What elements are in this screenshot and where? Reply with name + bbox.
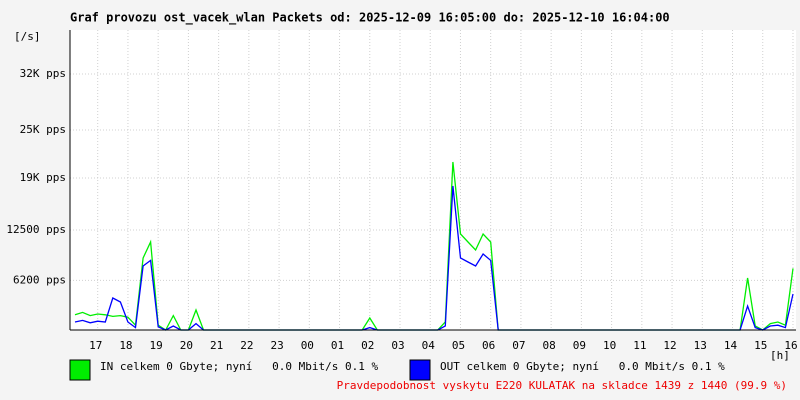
x-tick-label: 22 bbox=[240, 339, 253, 352]
legend-label: OUT celkem 0 Gbyte; nyní 0.0 Mbit/s 0.1 … bbox=[440, 360, 725, 373]
plot-area bbox=[70, 30, 796, 330]
x-tick-label: 01 bbox=[331, 339, 344, 352]
x-tick-label: 18 bbox=[119, 339, 132, 352]
x-tick-label: 15 bbox=[754, 339, 767, 352]
x-tick-label: 14 bbox=[724, 339, 738, 352]
x-tick-label: 12 bbox=[663, 339, 676, 352]
x-tick-label: 17 bbox=[89, 339, 102, 352]
x-tick-label: 16 bbox=[784, 339, 797, 352]
legend-swatch bbox=[69, 359, 91, 381]
x-tick-label: 06 bbox=[482, 339, 495, 352]
x-tick-label: 03 bbox=[391, 339, 404, 352]
y-tick-label: 6200 pps bbox=[13, 273, 66, 286]
y-tick-label: 12500 pps bbox=[6, 223, 66, 236]
y-tick-label: 25K pps bbox=[20, 123, 66, 136]
x-tick-label: 00 bbox=[301, 339, 314, 352]
x-tick-label: 11 bbox=[633, 339, 646, 352]
x-tick-label: 07 bbox=[512, 339, 525, 352]
x-tick-label: 13 bbox=[694, 339, 707, 352]
legend-swatch bbox=[409, 359, 431, 381]
footer-note: Pravdepodobnost vyskytu E220 KULATAK na … bbox=[337, 379, 787, 392]
y-tick-label: 32K pps bbox=[20, 67, 66, 80]
y-tick-label: 19K pps bbox=[20, 171, 66, 184]
x-tick-label: 09 bbox=[573, 339, 586, 352]
x-axis-unit: [h] bbox=[770, 349, 790, 362]
y-axis-unit: [/s] bbox=[14, 30, 41, 43]
x-tick-label: 04 bbox=[422, 339, 436, 352]
x-tick-label: 23 bbox=[270, 339, 283, 352]
x-tick-label: 20 bbox=[180, 339, 193, 352]
x-tick-label: 21 bbox=[210, 339, 223, 352]
x-tick-label: 08 bbox=[543, 339, 556, 352]
x-tick-label: 19 bbox=[150, 339, 163, 352]
x-tick-label: 02 bbox=[361, 339, 374, 352]
x-tick-label: 10 bbox=[603, 339, 616, 352]
legend-label: IN celkem 0 Gbyte; nyní 0.0 Mbit/s 0.1 % bbox=[100, 360, 379, 373]
chart-title: Graf provozu ost_vacek_wlan Packets od: … bbox=[70, 11, 670, 26]
x-tick-label: 05 bbox=[452, 339, 465, 352]
